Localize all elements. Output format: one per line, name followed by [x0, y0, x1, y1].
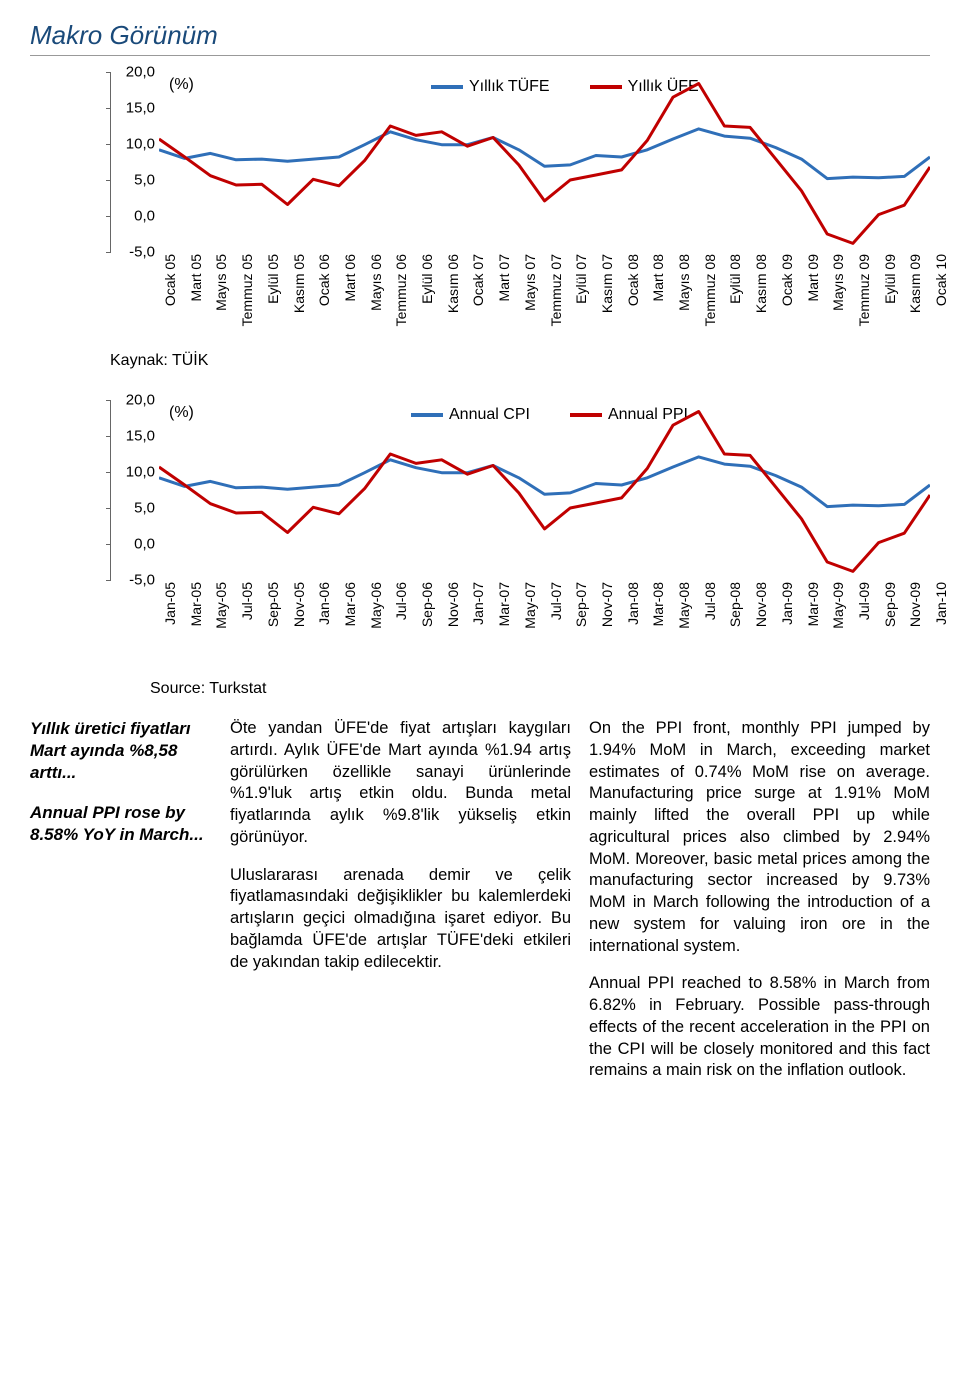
x-tick: Sep-07	[573, 582, 589, 627]
x-tick: Mart 08	[650, 254, 666, 301]
x-tick: Mayıs 07	[522, 254, 538, 311]
chart-caption: Source: Turkstat	[150, 680, 930, 698]
x-tick: Mar-08	[650, 582, 666, 626]
x-tick: Jan-08	[625, 582, 641, 625]
x-axis: Jan-05 Mar-05 May-05 Jul-05 Sep-05 Nov-05 Jan-…	[158, 582, 930, 672]
x-tick: Ocak 06	[316, 254, 332, 306]
x-tick: Sep-05	[265, 582, 281, 627]
x-tick: Mart 05	[188, 254, 204, 301]
x-tick: Eylül 09	[882, 254, 898, 304]
x-tick: Jan-07	[470, 582, 486, 625]
y-tick: 10,0	[105, 464, 155, 481]
x-tick: Jan-09	[779, 582, 795, 625]
y-tick: 10,0	[105, 136, 155, 153]
series-line	[159, 457, 930, 507]
x-tick: Jul-07	[548, 582, 564, 620]
y-axis: 20,015,010,05,00,0-5,0	[105, 72, 155, 252]
x-tick: Mayıs 08	[676, 254, 692, 311]
y-tick: -5,0	[105, 244, 155, 261]
x-tick: Eylül 05	[265, 254, 281, 304]
x-tick: Nov-07	[599, 582, 615, 627]
side-note-tr: Yıllık üretici fiyatları Mart ayında %8,…	[30, 718, 210, 784]
series-line	[159, 84, 930, 244]
side-note-en: Annual PPI rose by 8.58% YoY in March...	[30, 802, 210, 846]
y-tick: 20,0	[105, 392, 155, 409]
x-tick: Jan-06	[316, 582, 332, 625]
paragraph: Uluslararası arenada demir ve çelik fiya…	[230, 865, 571, 974]
x-tick: Eylül 06	[419, 254, 435, 304]
x-tick: Jul-08	[702, 582, 718, 620]
chart-plot	[159, 72, 930, 252]
x-tick: Sep-08	[727, 582, 743, 627]
y-tick: 20,0	[105, 64, 155, 81]
chart-turkish: (%) Yıllık TÜFE Yıllık ÜFE 20,015,010,05…	[110, 72, 930, 344]
x-tick: May-05	[213, 582, 229, 629]
x-tick: Jan-10	[933, 582, 949, 625]
x-tick: Nov-06	[445, 582, 461, 627]
x-tick: Mayıs 06	[368, 254, 384, 311]
x-tick: Jan-05	[162, 582, 178, 625]
x-tick: Sep-09	[882, 582, 898, 627]
y-tick: 5,0	[105, 172, 155, 189]
y-tick: 0,0	[105, 208, 155, 225]
x-tick: May-07	[522, 582, 538, 629]
page-title: Makro Görünüm	[30, 20, 930, 56]
x-tick: Nov-09	[907, 582, 923, 627]
x-tick: Mar-07	[496, 582, 512, 626]
x-tick: Kasım 05	[291, 254, 307, 313]
x-tick: May-09	[830, 582, 846, 629]
x-tick: Temmuz 05	[239, 254, 255, 326]
x-tick: Nov-08	[753, 582, 769, 627]
x-tick: Kasım 08	[753, 254, 769, 313]
column-turkish: Öte yandan ÜFE'de fiyat artışları kaygıl…	[230, 718, 571, 1098]
x-tick: Temmuz 09	[856, 254, 872, 326]
column-english: On the PPI front, monthly PPI jumped by …	[589, 718, 930, 1098]
x-tick: May-08	[676, 582, 692, 629]
x-tick: Ocak 05	[162, 254, 178, 306]
x-tick: Nov-05	[291, 582, 307, 627]
x-tick: Mart 06	[342, 254, 358, 301]
y-tick: -5,0	[105, 572, 155, 589]
series-line	[159, 129, 930, 179]
x-tick: Mar-09	[805, 582, 821, 626]
x-tick: Sep-06	[419, 582, 435, 627]
x-tick: Ocak 09	[779, 254, 795, 306]
x-tick: Mart 07	[496, 254, 512, 301]
x-tick: Temmuz 06	[393, 254, 409, 326]
x-tick: Kasım 09	[907, 254, 923, 313]
paragraph: On the PPI front, monthly PPI jumped by …	[589, 718, 930, 957]
x-tick: Ocak 07	[470, 254, 486, 306]
x-tick: Jul-06	[393, 582, 409, 620]
x-tick: Mar-06	[342, 582, 358, 626]
y-tick: 5,0	[105, 500, 155, 517]
series-line	[159, 412, 930, 572]
side-column: Yıllık üretici fiyatları Mart ayında %8,…	[30, 718, 210, 1098]
text-section: Yıllık üretici fiyatları Mart ayında %8,…	[30, 718, 930, 1098]
x-tick: Mart 09	[805, 254, 821, 301]
x-tick: Eylül 07	[573, 254, 589, 304]
y-axis: 20,015,010,05,00,0-5,0	[105, 400, 155, 580]
x-tick: Temmuz 07	[548, 254, 564, 326]
x-tick: May-06	[368, 582, 384, 629]
x-tick: Temmuz 08	[702, 254, 718, 326]
x-tick: Ocak 10	[933, 254, 949, 306]
x-tick: Mayıs 09	[830, 254, 846, 311]
x-tick: Kasım 07	[599, 254, 615, 313]
x-tick: Mar-05	[188, 582, 204, 626]
x-tick: Ocak 08	[625, 254, 641, 306]
x-tick: Eylül 08	[727, 254, 743, 304]
x-axis: Ocak 05 Mart 05 Mayıs 05 Temmuz 05 Eylül 05 K…	[158, 254, 930, 344]
chart-caption: Kaynak: TÜİK	[110, 352, 930, 370]
y-tick: 15,0	[105, 428, 155, 445]
paragraph: Öte yandan ÜFE'de fiyat artışları kaygıl…	[230, 718, 571, 849]
chart-english: (%) Annual CPI Annual PPI 20,015,010,05,…	[110, 400, 930, 672]
y-tick: 15,0	[105, 100, 155, 117]
x-tick: Kasım 06	[445, 254, 461, 313]
y-tick: 0,0	[105, 536, 155, 553]
x-tick: Jul-05	[239, 582, 255, 620]
x-tick: Jul-09	[856, 582, 872, 620]
x-tick: Mayıs 05	[213, 254, 229, 311]
chart-plot	[159, 400, 930, 580]
paragraph: Annual PPI reached to 8.58% in March fro…	[589, 973, 930, 1082]
